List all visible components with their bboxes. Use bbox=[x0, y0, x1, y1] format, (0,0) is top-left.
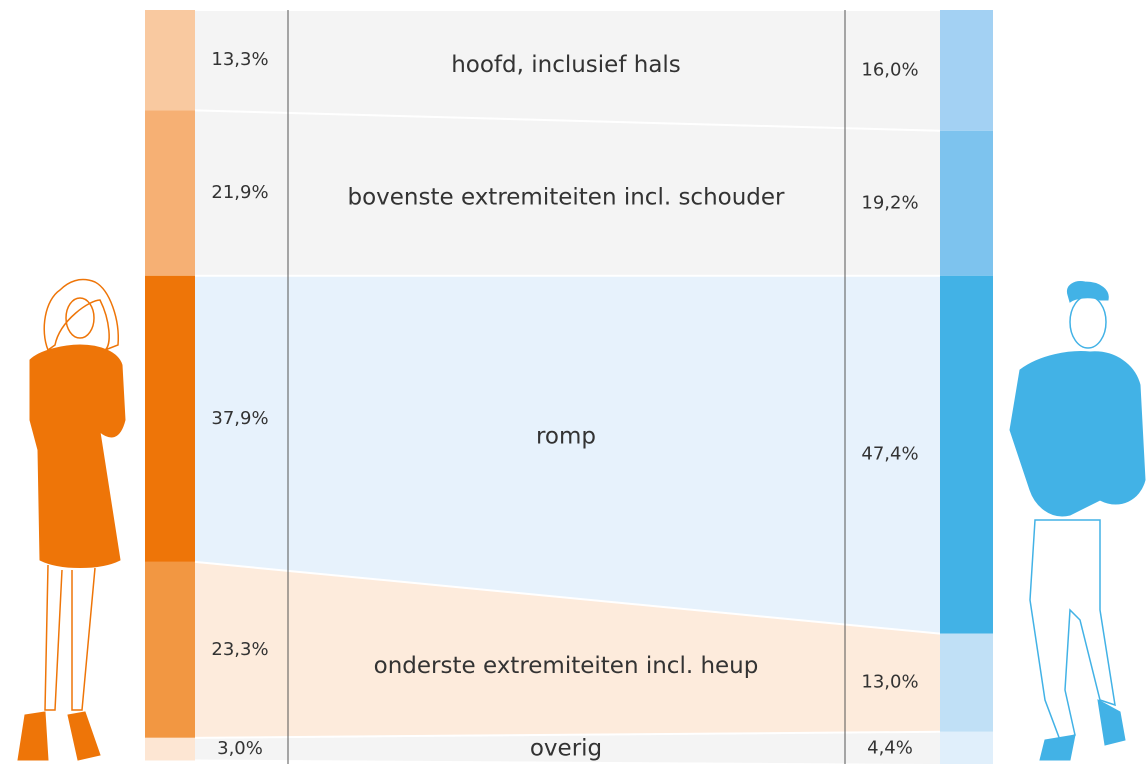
value-label: 19,2% bbox=[861, 192, 918, 213]
bar-segment bbox=[145, 561, 195, 738]
value-label: 23,3% bbox=[211, 639, 268, 660]
bar-segment bbox=[940, 275, 993, 634]
band bbox=[195, 111, 940, 275]
value-label: 37,9% bbox=[211, 408, 268, 429]
category-label: hoofd, inclusief hals bbox=[451, 52, 681, 78]
category-label: romp bbox=[536, 423, 596, 449]
category-label: overig bbox=[530, 735, 602, 761]
labels: hoofd, inclusief hals bovenste extremitei… bbox=[211, 49, 918, 761]
woman-figure bbox=[17, 278, 126, 761]
category-label: onderste extremiteiten incl. heup bbox=[374, 653, 759, 679]
band bbox=[195, 562, 940, 737]
bars bbox=[145, 10, 993, 764]
bar-segment bbox=[940, 130, 993, 276]
band bbox=[195, 732, 940, 764]
value-label: 13,0% bbox=[861, 672, 918, 693]
value-label: 4,4% bbox=[867, 737, 913, 758]
bar-segment bbox=[940, 731, 993, 764]
category-label: bovenste extremiteiten incl. schouder bbox=[347, 185, 785, 211]
value-label: 13,3% bbox=[211, 49, 268, 70]
bar-segment bbox=[940, 633, 993, 732]
value-label: 3,0% bbox=[217, 738, 263, 759]
bar-segment bbox=[940, 10, 993, 131]
value-label: 47,4% bbox=[861, 444, 918, 465]
value-label: 16,0% bbox=[861, 59, 918, 80]
man-figure bbox=[1009, 281, 1146, 761]
band bbox=[195, 11, 940, 130]
band bbox=[195, 276, 940, 633]
bands bbox=[195, 11, 940, 764]
bar-segment bbox=[145, 10, 195, 111]
bar-segment bbox=[145, 737, 195, 761]
bar-segment bbox=[145, 275, 195, 562]
bar-segment bbox=[145, 110, 195, 276]
value-label: 21,9% bbox=[211, 182, 268, 203]
